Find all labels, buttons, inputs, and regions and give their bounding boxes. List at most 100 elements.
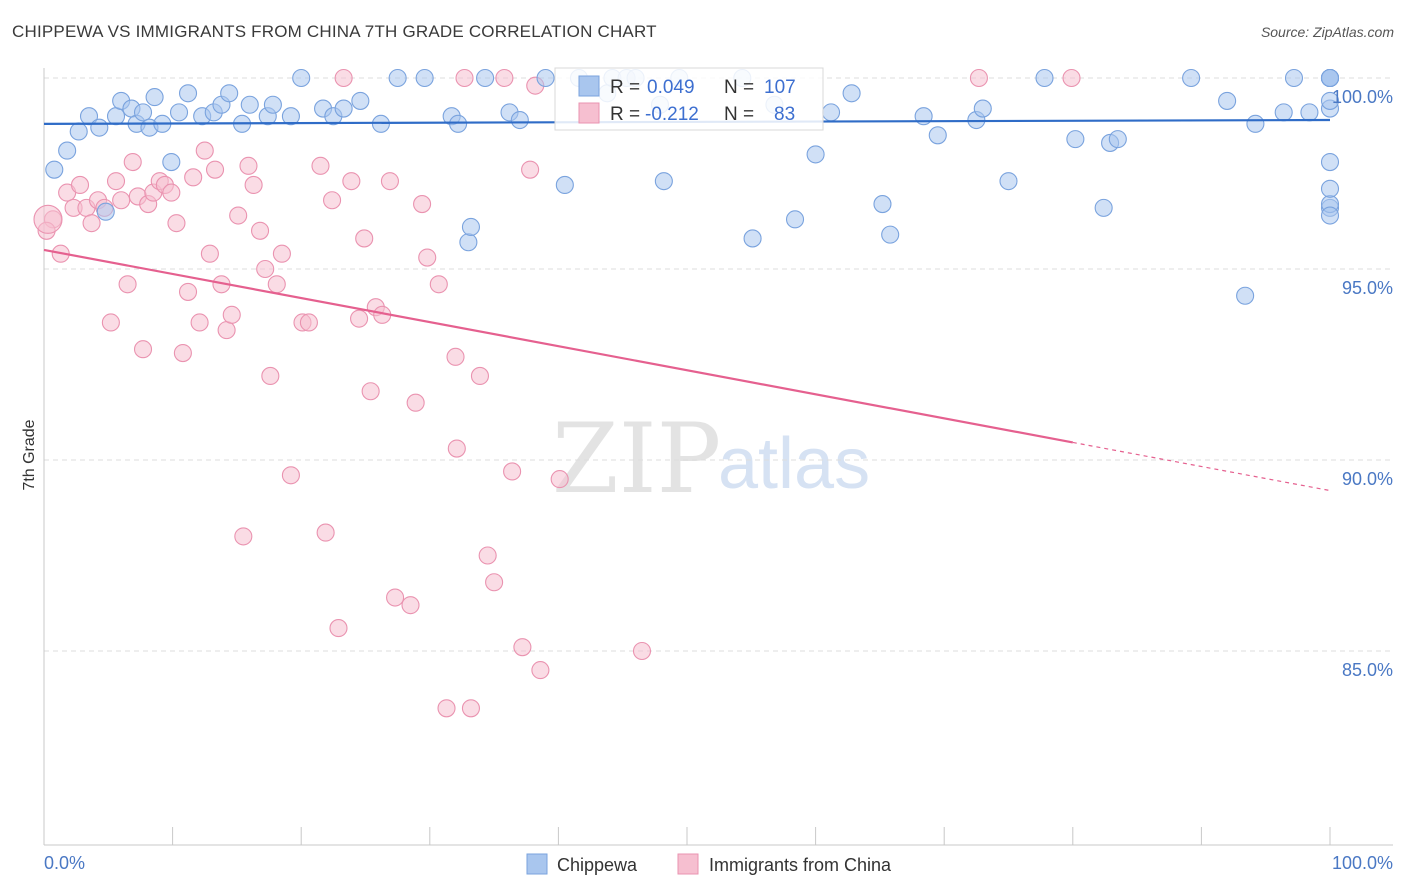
legend-swatch-chippewa: [526, 853, 548, 875]
immigrants-point-75: [531, 661, 550, 680]
immigrants-point-34: [239, 156, 258, 175]
chart-title: CHIPPEWA VS IMMIGRANTS FROM CHINA 7TH GR…: [12, 22, 657, 41]
chippewa-point-30: [351, 91, 370, 110]
immigrants-point-79: [1062, 68, 1081, 88]
immigrants-point-30: [217, 321, 236, 340]
chippewa-point-67: [1094, 198, 1113, 217]
immigrants-point-63: [446, 347, 465, 366]
chippewa-point-32: [388, 68, 407, 88]
immigrants-point-68: [478, 546, 497, 565]
x-tick-label-max: 100.0%: [1332, 853, 1393, 873]
immigrants-point-59: [413, 195, 432, 214]
chippewa-point-2: [69, 122, 88, 141]
chippewa-point-75: [1284, 68, 1304, 88]
immigrants-point-38: [261, 366, 280, 386]
chippewa-point-24: [263, 95, 282, 114]
immigrants-point-52: [361, 382, 380, 401]
chippewa-point-14: [162, 152, 181, 172]
immigrants-point-66: [461, 699, 481, 718]
immigrants-point-36: [250, 221, 270, 240]
immigrants-point-28: [205, 160, 225, 179]
chippewa-point-12: [145, 88, 164, 107]
immigrants-point-26: [195, 141, 214, 160]
immigrants-point-13: [123, 152, 142, 172]
immigrants-point-41: [281, 466, 300, 485]
chippewa-point-36: [459, 233, 478, 252]
chippewa-point-84: [1320, 152, 1340, 172]
immigrants-point-72: [513, 638, 532, 657]
chippewa-point-42: [555, 175, 574, 195]
chippewa-point-76: [1300, 103, 1319, 122]
chippewa-point-52: [743, 229, 762, 248]
immigrants-point-76: [550, 470, 569, 489]
stats-swatch-immigrants: [578, 102, 600, 124]
immigrants-point-71: [503, 462, 522, 481]
chippewa-point-70: [1182, 68, 1201, 88]
chippewa-point-49: [654, 172, 673, 191]
chippewa-point-29: [334, 99, 353, 118]
series-immigrants-points: [33, 68, 1081, 718]
immigrants-point-67: [470, 366, 490, 386]
chippewa-point-69: [1108, 130, 1127, 149]
chippewa-point-66: [1066, 130, 1085, 149]
chippewa-point-61: [928, 126, 947, 145]
immigrants-point-44: [311, 156, 330, 175]
immigrants-point-78: [969, 68, 988, 88]
watermark-atlas: atlas: [718, 424, 870, 504]
chippewa-point-86: [1320, 91, 1340, 110]
immigrants-trend-extension: [1072, 441, 1331, 492]
y-tick-labels: 100.0% 95.0% 90.0% 85.0%: [1332, 87, 1393, 680]
immigrants-point-62: [437, 699, 456, 718]
chippewa-point-15: [169, 103, 189, 122]
immigrants-point-35: [244, 175, 263, 195]
immigrants-point-65: [455, 68, 474, 88]
immigrants-point-61: [429, 275, 448, 294]
chippewa-point-5: [96, 202, 115, 221]
immigrants-point-15: [133, 340, 153, 359]
stats-r-value-chippewa: 0.049: [647, 77, 695, 98]
y-tick-label-0: 100.0%: [1332, 87, 1393, 107]
chippewa-point-90: [1320, 68, 1340, 88]
chippewa-point-64: [999, 172, 1018, 191]
chippewa-point-37: [461, 217, 481, 237]
chippewa-point-73: [1246, 114, 1265, 133]
immigrants-point-20: [162, 183, 181, 202]
axes: [43, 68, 1393, 846]
immigrants-point-33: [234, 527, 253, 546]
y-axis-label: 7th Grade: [21, 419, 38, 490]
immigrants-point-57: [401, 596, 420, 615]
immigrants-point-11: [112, 191, 131, 210]
stats-r-value-immigrants: -0.212: [645, 104, 699, 125]
immigrants-point-12: [118, 275, 137, 294]
immigrants-point-23: [178, 282, 198, 301]
immigrants-point-9: [101, 313, 120, 332]
immigrants-point-43: [299, 313, 318, 332]
immigrants-point-25: [190, 313, 209, 332]
immigrants-point-60: [418, 248, 437, 267]
chippewa-point-40: [510, 110, 529, 130]
immigrants-point-55: [380, 172, 399, 191]
stats-n-value-immigrants: 83: [774, 104, 795, 125]
chippewa-point-33: [415, 68, 434, 88]
immigrants-point-32: [229, 206, 248, 225]
immigrants-point-37: [256, 259, 275, 279]
chippewa-point-25: [281, 107, 300, 126]
immigrants-point-58: [406, 393, 425, 412]
chippewa-point-87: [1320, 206, 1340, 225]
chippewa-point-4: [90, 118, 109, 137]
chippewa-point-55: [806, 145, 825, 164]
chippewa-point-72: [1236, 286, 1255, 305]
chippewa-point-54: [785, 210, 805, 229]
immigrants-point-21: [167, 214, 186, 233]
immigrants-point-56: [386, 588, 405, 607]
chippewa-point-59: [881, 225, 900, 244]
immigrants-point-45: [316, 523, 335, 542]
chippewa-point-88: [1320, 179, 1340, 198]
immigrants-point-31: [222, 305, 241, 324]
stats-legend: R = 0.049 N = 107 R = -0.212 N = 83: [554, 67, 824, 131]
immigrants-trend-line: [43, 248, 1074, 444]
stats-r-label-chippewa: R =: [610, 77, 640, 98]
source-credit: Source: ZipAtlas.com: [1260, 24, 1394, 40]
immigrants-point-50: [350, 309, 369, 328]
chippewa-point-22: [240, 95, 259, 114]
